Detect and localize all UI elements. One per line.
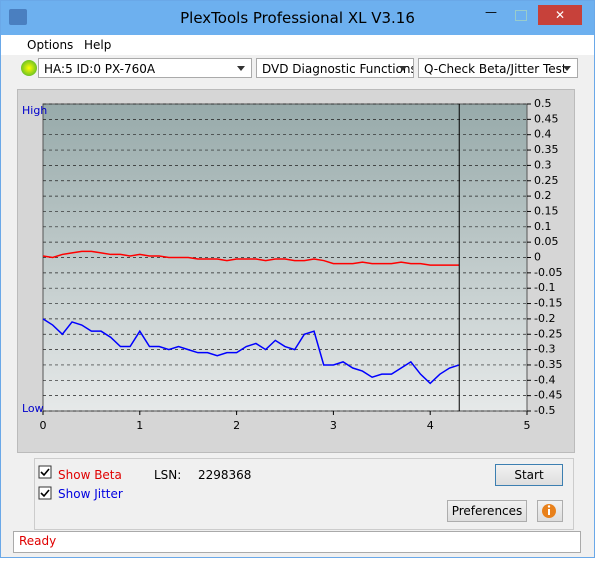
y-tick-label: 0.5 <box>534 97 552 110</box>
show-beta-label[interactable]: Show Beta <box>58 468 122 482</box>
y-tick-label: 0.15 <box>534 204 559 217</box>
y-tick-label: 0.4 <box>534 128 552 141</box>
y-tick-label: 0.05 <box>534 235 559 248</box>
y-tick-label: -0.25 <box>534 327 562 340</box>
y-tick-label: -0.1 <box>534 281 555 294</box>
info-icon <box>542 504 556 518</box>
series-line <box>42 250 460 266</box>
y-tick-label: 0.45 <box>534 112 559 125</box>
menu-item[interactable]: Options <box>27 38 74 52</box>
high-label: High <box>22 104 47 117</box>
lsn-label: LSN: <box>154 468 182 482</box>
x-tick-label: 2 <box>233 419 240 432</box>
x-tick-label: 3 <box>330 419 337 432</box>
y-tick-label: -0.05 <box>534 266 562 279</box>
x-tick-label: 4 <box>427 419 434 432</box>
lsn-value: 2298368 <box>198 468 252 482</box>
y-tick-label: -0.15 <box>534 297 562 310</box>
y-tick-label: 0.2 <box>534 189 552 202</box>
title-bar <box>1 1 594 35</box>
status-text: Ready <box>19 534 57 548</box>
preferences-button[interactable]: Preferences <box>447 500 527 522</box>
menu-item[interactable]: Help <box>84 38 112 52</box>
window-title: PlexTools Professional XL V3.16 <box>180 9 415 27</box>
controls-panel <box>34 458 574 530</box>
y-tick-label: -0.45 <box>534 389 562 402</box>
test-select[interactable]: Q-Check Beta/Jitter Test <box>418 58 578 78</box>
low-label: Low <box>22 402 44 415</box>
y-tick-label: -0.35 <box>534 358 562 371</box>
drive-icon <box>21 60 37 76</box>
x-tick-label: 5 <box>524 419 531 432</box>
minimize[interactable]: — <box>485 5 497 19</box>
y-tick-label: 0.1 <box>534 220 552 233</box>
menu-bar <box>1 35 594 55</box>
y-tick-label: 0 <box>534 251 541 264</box>
y-tick-label: -0.4 <box>534 373 555 386</box>
y-tick-label: -0.3 <box>534 343 555 356</box>
status-bar <box>13 531 581 553</box>
y-tick-label: -0.5 <box>534 404 555 417</box>
app-icon <box>9 9 27 25</box>
y-tick-label: 0.3 <box>534 158 552 171</box>
x-tick-label: 1 <box>136 419 143 432</box>
checkbox[interactable] <box>38 486 52 500</box>
close[interactable]: ✕ <box>538 5 582 25</box>
function-select[interactable]: DVD Diagnostic Functions <box>256 58 414 78</box>
drive-select[interactable]: HA:5 ID:0 PX-760A <box>38 58 252 78</box>
start-button[interactable]: Start <box>495 464 563 486</box>
show-jitter-label[interactable]: Show Jitter <box>58 487 123 501</box>
checkbox[interactable] <box>38 465 52 479</box>
y-tick-label: 0.35 <box>534 143 559 156</box>
y-tick-label: 0.25 <box>534 174 559 187</box>
x-tick-label: 0 <box>40 419 47 432</box>
series-line <box>42 318 460 385</box>
y-tick-label: -0.2 <box>534 312 555 325</box>
maximize[interactable] <box>508 7 534 23</box>
